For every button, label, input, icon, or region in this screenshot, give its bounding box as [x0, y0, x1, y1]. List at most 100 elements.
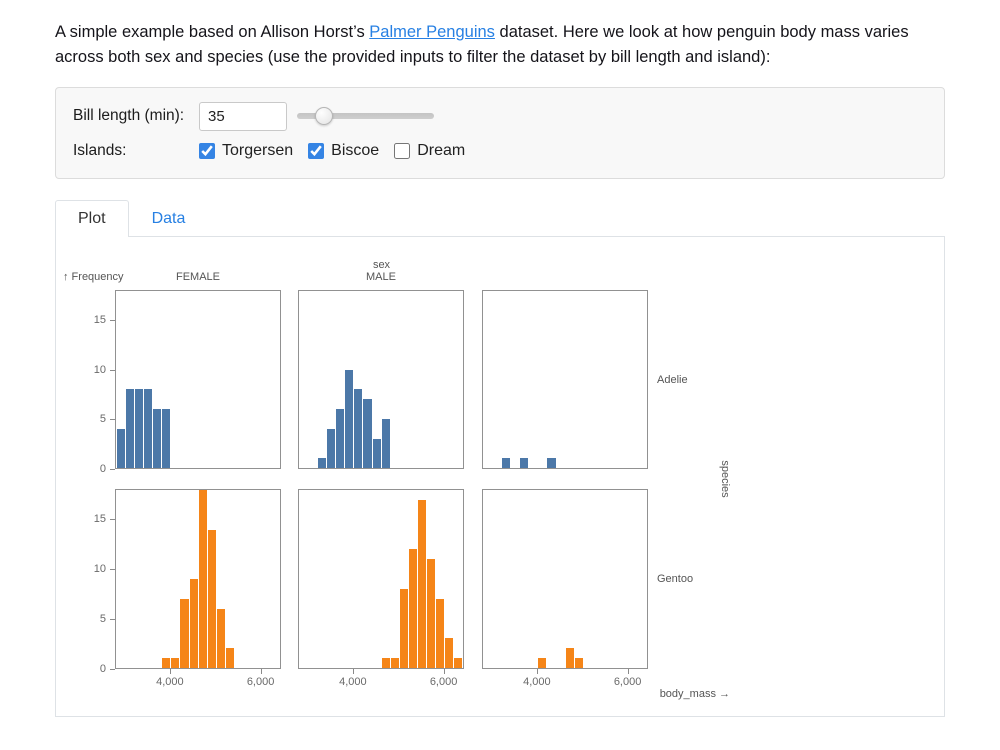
x-tick-label: 4,000 — [339, 676, 367, 688]
histogram-bar — [345, 369, 354, 468]
histogram-bar — [381, 418, 390, 468]
x-tickmark — [352, 669, 354, 674]
histogram-bar — [445, 638, 454, 668]
tab-bar: Plot Data — [55, 200, 945, 237]
y-tickmark — [110, 569, 115, 570]
histogram-bar — [502, 458, 511, 468]
bill-length-label: Bill length (min): — [73, 107, 185, 124]
y-tickmark — [110, 619, 115, 620]
y-tickmark — [110, 519, 115, 520]
facet-cell-adelie-female — [115, 290, 281, 469]
slider-track[interactable] — [297, 113, 434, 119]
histogram-bar — [162, 658, 171, 668]
histogram-bar — [225, 648, 234, 668]
x-tick-label: 4,000 — [156, 676, 184, 688]
histogram-bar — [547, 458, 556, 468]
tab-data[interactable]: Data — [151, 210, 186, 227]
y-tickmark — [110, 369, 115, 371]
histogram-bar — [336, 409, 345, 468]
islands-label: Islands: — [73, 142, 127, 159]
x-tick-label: 6,000 — [246, 676, 275, 688]
histogram-bar — [399, 588, 408, 668]
y-tick-label: 5 — [99, 413, 106, 426]
y-tick-label: 10 — [93, 363, 106, 376]
histogram-bar — [318, 458, 327, 468]
histogram-bar — [538, 658, 547, 668]
y-tickmark — [110, 469, 115, 470]
histogram-bar — [135, 389, 144, 468]
facet-cell-gentoo-male — [298, 489, 464, 669]
island-checkbox-biscoe[interactable]: Biscoe — [308, 142, 379, 160]
tab-plot[interactable]: Plot — [55, 200, 129, 237]
plot-panel: ↑ Frequency sex FEMALE MALE 0 5 10 15 Adelie 0 5 10… — [55, 237, 945, 717]
facet-cell-adelie-na — [482, 290, 648, 469]
histogram-bar — [116, 428, 126, 468]
island-checkbox-group: Torgersen Biscoe Dream — [199, 142, 465, 160]
histogram-bar — [408, 549, 417, 668]
histogram-bar — [171, 658, 180, 668]
histogram-bar — [327, 428, 336, 468]
histogram-bar — [144, 389, 153, 468]
x-tickmark — [627, 669, 629, 674]
row-facet-title: species — [719, 460, 731, 498]
y-tickmark — [110, 669, 115, 670]
histogram-bar — [198, 490, 207, 668]
bill-length-input[interactable] — [199, 101, 287, 131]
island-checkbox-dream[interactable]: Dream — [394, 142, 465, 160]
histogram-bar — [126, 389, 135, 468]
column-facet-title: sex — [372, 259, 391, 271]
bill-length-slider[interactable] — [297, 107, 434, 125]
island-checkbox-torgersen[interactable]: Torgersen — [199, 142, 293, 160]
histogram-bar — [390, 658, 399, 668]
histogram-bar — [354, 389, 363, 468]
histogram-bar — [436, 598, 445, 668]
histogram-bar — [565, 648, 574, 668]
histogram-bar — [216, 608, 225, 668]
histogram-bar — [417, 499, 426, 668]
histogram-bar — [180, 598, 189, 668]
x-tickmark — [260, 669, 262, 674]
filter-panel: Bill length (min): Islands: Torgersen Bis… — [55, 87, 945, 179]
bill-length-row: Bill length (min): — [73, 101, 927, 131]
y-tick-label: 10 — [93, 563, 106, 575]
facet-cell-adelie-male — [298, 290, 464, 469]
column-header-male: MALE — [366, 271, 396, 283]
checkbox-checked-icon[interactable] — [308, 143, 325, 159]
checkbox-label: Biscoe — [331, 142, 380, 159]
x-tickmark — [169, 669, 171, 674]
histogram-bar — [520, 458, 529, 468]
row-header-adelie: Adelie — [657, 373, 688, 386]
checkbox-checked-icon[interactable] — [199, 143, 215, 159]
y-tick-label: 0 — [99, 463, 106, 475]
x-tickmark — [443, 669, 445, 674]
palmer-penguins-link[interactable]: Palmer Penguins — [369, 23, 495, 41]
intro-text-before: A simple example based on Allison Horst’… — [55, 23, 370, 41]
y-tick-label: 5 — [99, 613, 106, 625]
x-tick-label: 6,000 — [429, 676, 458, 688]
column-header-female: FEMALE — [175, 271, 220, 283]
checkbox-label: Torgersen — [222, 142, 294, 159]
facet-cell-gentoo-female — [115, 489, 281, 669]
y-tick-label: 0 — [99, 663, 106, 675]
facet-cell-gentoo-na — [482, 489, 648, 669]
checkbox-unchecked-icon[interactable] — [394, 143, 411, 159]
y-tick-label: 15 — [93, 513, 106, 525]
x-tick-label: 4,000 — [523, 676, 551, 688]
histogram-bar — [363, 399, 372, 468]
histogram-bar — [162, 409, 171, 468]
histogram-bar — [426, 559, 435, 668]
intro-text-after: dataset. Here we look at how penguin bod… — [55, 23, 909, 66]
y-axis-title: ↑ Frequency — [63, 271, 124, 283]
intro-paragraph: A simple example based on Allison Horst’… — [55, 20, 945, 70]
y-tickmark — [110, 319, 115, 321]
y-tickmark — [110, 419, 115, 421]
slider-handle[interactable] — [315, 107, 334, 125]
x-axis-title: body_mass → — [659, 688, 730, 700]
faceted-histogram-chart: ↑ Frequency sex FEMALE MALE 0 5 10 15 Adelie 0 5 10… — [56, 237, 944, 715]
histogram-bar — [189, 579, 198, 668]
x-tickmark — [536, 669, 538, 674]
histogram-bar — [153, 409, 162, 468]
tab-card: Plot Data ↑ Frequency sex FEMALE MALE 0 5 10 15… — [55, 200, 945, 717]
histogram-bar — [381, 658, 390, 668]
